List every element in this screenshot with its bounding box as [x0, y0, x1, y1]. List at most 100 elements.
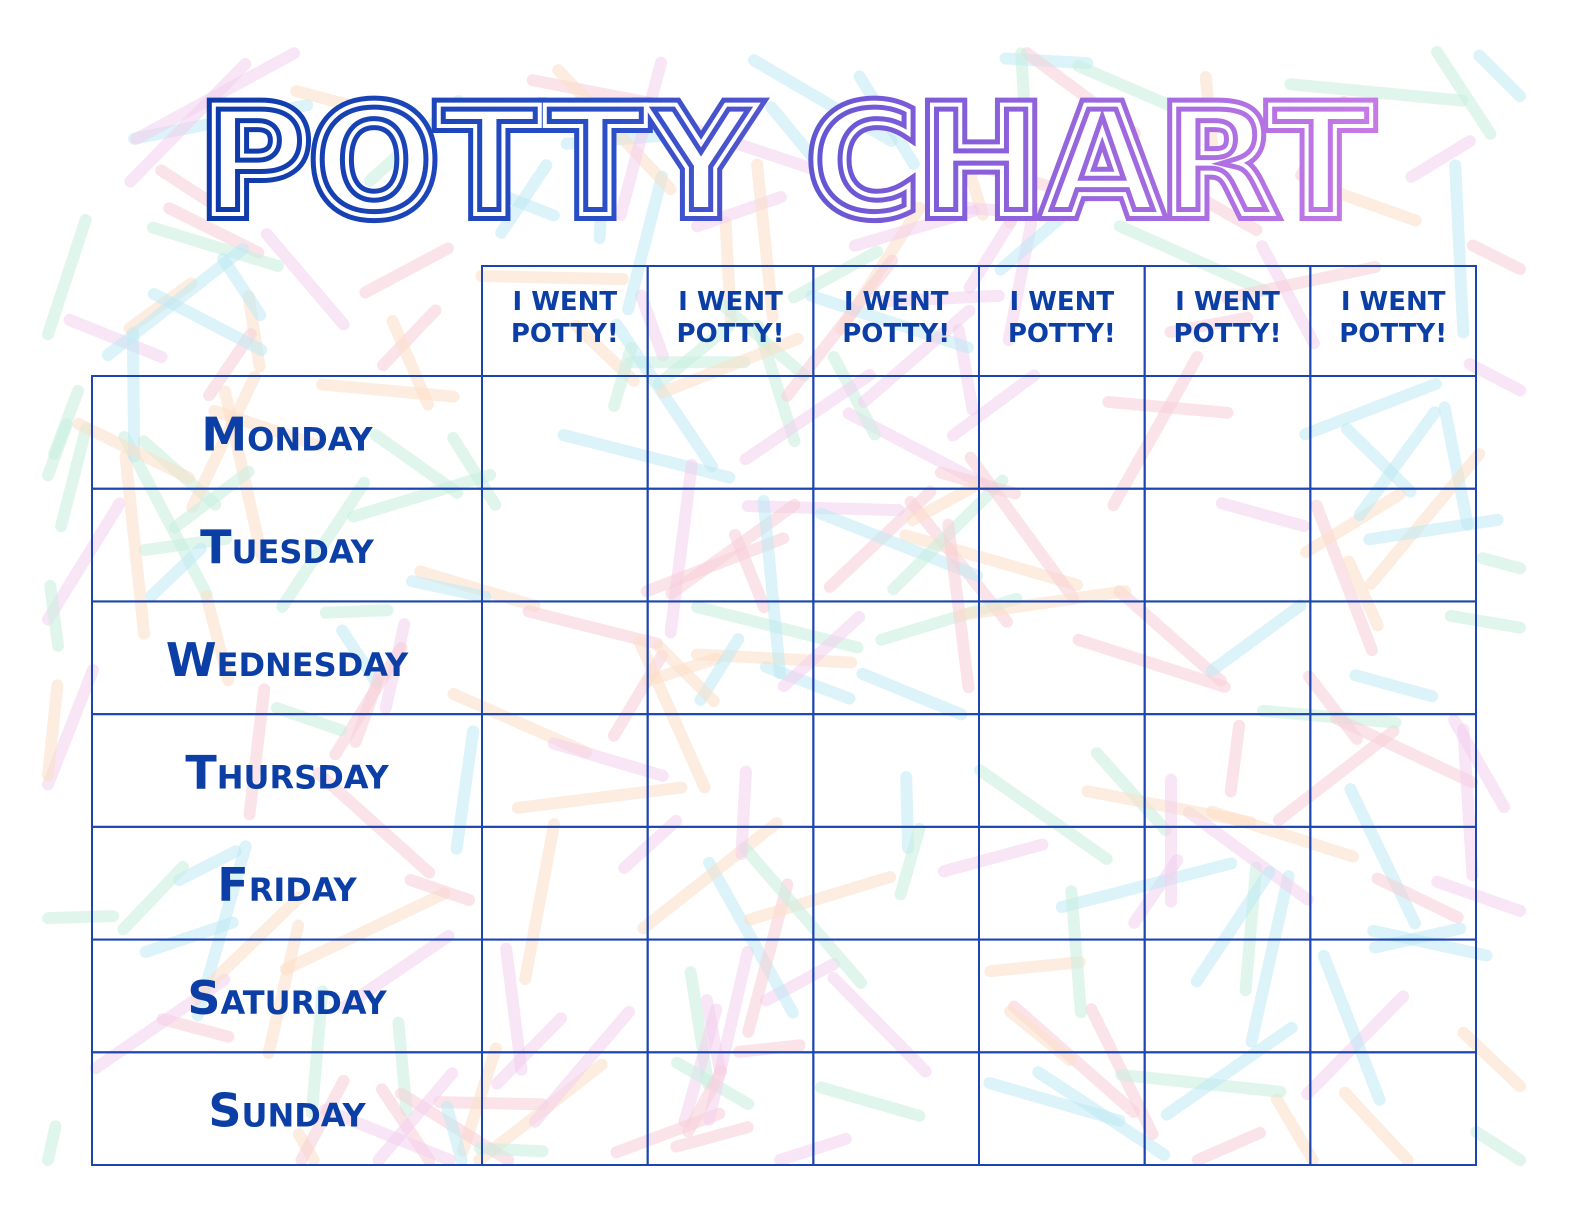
day-label: Wednesday	[166, 633, 409, 687]
pastel-stroke	[119, 449, 151, 640]
day-label: Tuesday	[200, 520, 375, 574]
pastel-stroke	[787, 245, 884, 304]
pastel-stroke	[665, 498, 801, 600]
pastel-stroke	[1476, 552, 1526, 575]
pastel-stroke	[656, 332, 804, 399]
pastel-stroke	[955, 585, 1132, 621]
table: I WENT POTTY! I WENT POTTY! I WENT POTTY! I WE…	[91, 265, 1478, 1167]
pastel-stroke	[937, 838, 1049, 878]
pastel-stroke	[270, 702, 347, 737]
day-label: Saturday	[187, 971, 387, 1025]
pastel-stroke	[42, 679, 64, 782]
pastel-stroke	[1457, 723, 1479, 882]
pastel-stroke	[511, 781, 688, 814]
pastel-stroke	[1330, 186, 1422, 227]
pastel-stroke	[406, 575, 492, 603]
pastel-stroke	[1113, 220, 1271, 297]
pastel-stroke	[276, 476, 371, 613]
pastel-stroke	[336, 624, 383, 689]
pastel-stroke	[312, 767, 436, 879]
pastel-stroke	[1256, 240, 1320, 350]
pastel-stroke	[1342, 555, 1384, 632]
pastel-stroke	[747, 54, 898, 147]
pastel-stroke	[145, 542, 207, 602]
pastel-stroke	[983, 1077, 1126, 1127]
pastel-stroke	[243, 683, 271, 821]
pastel-stroke	[186, 370, 261, 514]
pastel-stroke	[329, 641, 408, 761]
pastel-stroke	[743, 871, 897, 926]
pastel-stroke	[652, 320, 735, 390]
pastel-stroke	[318, 1103, 456, 1166]
pastel-stroke	[719, 216, 737, 326]
pastel-stroke	[593, 143, 612, 244]
pastel-stroke	[1405, 135, 1476, 183]
pastel-stroke	[637, 817, 783, 935]
pastel-stroke	[984, 956, 1086, 978]
pastel-stroke	[1205, 599, 1307, 677]
pastel-stroke	[664, 458, 698, 639]
pastel-stroke	[156, 1013, 235, 1043]
pastel-stroke	[906, 480, 982, 527]
pastel-stroke	[751, 158, 779, 323]
pastel-stroke	[290, 85, 363, 114]
pastel-stroke	[1256, 704, 1402, 729]
pastel-stroke	[42, 497, 126, 626]
pastel-stroke	[168, 465, 255, 534]
pastel-stroke	[827, 350, 881, 441]
pastel-stroke	[500, 942, 528, 1076]
pastel-stroke	[1284, 78, 1469, 107]
pastel-stroke	[528, 1005, 636, 1128]
title: POTTY CHART	[200, 76, 1372, 250]
pastel-stroke	[475, 269, 629, 286]
pastel-stroke	[1160, 1021, 1298, 1121]
day-label: Friday	[217, 858, 357, 912]
pastel-stroke	[1020, 47, 1141, 140]
column-header: I WENT POTTY!	[1008, 287, 1116, 349]
pastel-stroke	[1344, 783, 1421, 930]
pastel-stroke	[1224, 719, 1246, 798]
pastel-stroke	[124, 58, 252, 188]
pastel-stroke	[942, 518, 975, 694]
pastel-stroke	[279, 887, 451, 976]
pastel-stroke	[946, 369, 1041, 442]
pastel-stroke	[372, 1067, 459, 1166]
pastel-stroke	[1463, 358, 1526, 397]
pastel-stroke	[347, 468, 497, 523]
day-label: Sunday	[208, 1084, 366, 1138]
pastel-stroke	[894, 822, 926, 901]
pastel-stroke	[1466, 239, 1526, 276]
pastel-stroke	[1371, 872, 1464, 924]
pastel-stroke	[316, 378, 460, 403]
pastel-stroke	[963, 213, 1018, 294]
pastel-stroke	[1431, 875, 1526, 917]
pastel-stroke	[369, 429, 464, 499]
pastel-stroke	[557, 429, 736, 484]
pastel-stroke	[117, 860, 189, 936]
pastel-stroke	[635, 289, 669, 362]
pastel-stroke	[670, 1121, 754, 1153]
pastel-stroke	[72, 417, 195, 484]
pastel-stroke	[473, 1142, 549, 1158]
pastel-stroke	[765, 101, 853, 205]
pastel-stroke	[1090, 747, 1172, 837]
pastel-stroke	[857, 304, 976, 408]
pastel-stroke	[262, 919, 305, 1059]
pastel-stroke	[1113, 585, 1227, 687]
pastel-stroke	[827, 972, 932, 1078]
pastel-stroke	[703, 856, 799, 1019]
pastel-stroke	[1430, 46, 1497, 140]
pastel-stroke	[652, 639, 720, 707]
pastel-stroke	[964, 451, 1080, 604]
pastel-stroke	[42, 664, 99, 791]
pastel-stroke	[1190, 865, 1276, 988]
pastel-stroke	[1338, 1086, 1414, 1166]
pastel-stroke	[547, 737, 669, 782]
pastel-stroke	[856, 667, 968, 721]
column-header: I WENT POTTY!	[1174, 287, 1282, 349]
pastel-stroke	[42, 418, 73, 482]
pastel-stroke	[471, 179, 560, 222]
pastel-stroke	[1367, 924, 1493, 962]
pastel-stroke	[1470, 1126, 1526, 1166]
